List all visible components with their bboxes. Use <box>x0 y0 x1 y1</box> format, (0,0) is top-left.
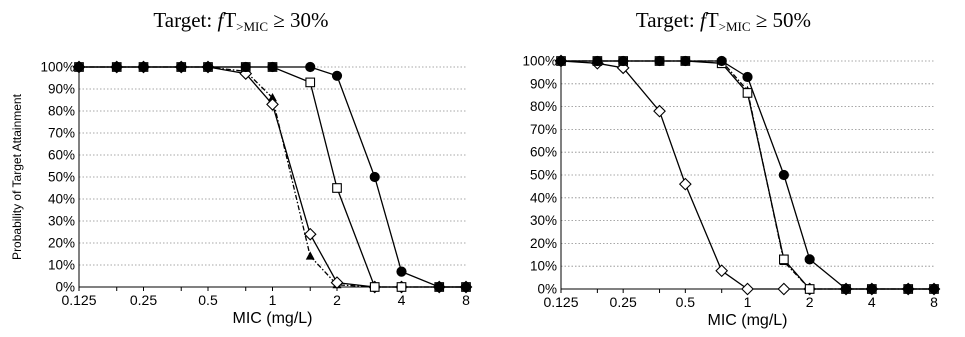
chart-left: Target: fT>MIC ≥ 30% 0% 10% 20% 30% 40% 50% 60… <box>0 0 482 337</box>
circle-marker <box>73 61 85 73</box>
y-tick-label: 60% <box>48 148 75 163</box>
y-tick-label: 0% <box>55 280 75 295</box>
circle-marker <box>460 281 472 293</box>
chart-title: Target: fT>MIC ≥ 30% <box>153 8 329 34</box>
x-tick-label: 0.25 <box>610 294 637 310</box>
x-tick-label: 2 <box>333 292 341 308</box>
y-tick-label: 50% <box>530 168 557 183</box>
y-tick-label: 100% <box>40 60 75 75</box>
square-marker <box>742 88 753 98</box>
circle-marker <box>592 55 603 67</box>
circle-marker <box>804 254 815 265</box>
circle-marker <box>840 283 852 295</box>
circle-marker <box>928 283 940 295</box>
circle-marker <box>267 61 278 73</box>
circle-marker <box>742 71 753 83</box>
x-tick-label: 0.5 <box>198 292 218 308</box>
x-tick-label: 4 <box>398 292 406 308</box>
circle-marker <box>866 283 877 295</box>
y-axis-label: Probability of Target Attainment <box>9 94 24 260</box>
square-marker <box>804 284 815 294</box>
x-tick-label: 0.5 <box>676 294 696 310</box>
circle-marker <box>778 169 789 181</box>
diamond-marker <box>266 98 279 111</box>
x-tick-label: 8 <box>930 294 938 310</box>
y-tick-label: 10% <box>48 258 75 273</box>
chart-right: Target: fT>MIC ≥ 50% 0% 10% 20% 30% 40% 50% 60… <box>482 0 965 337</box>
circle-marker <box>680 55 691 67</box>
y-tick-label: 80% <box>48 104 75 119</box>
x-tick-label: 0.125 <box>543 294 578 310</box>
x-axis-label: MIC (mg/L) <box>707 312 788 329</box>
diamond-marker <box>715 264 729 278</box>
y-tick-label: 70% <box>530 122 557 137</box>
y-tick-label: 70% <box>48 126 75 141</box>
y-tick-label: 40% <box>530 190 557 205</box>
circle-marker <box>176 61 187 73</box>
x-tick-label: 2 <box>806 294 814 310</box>
square-marker <box>779 254 789 265</box>
circle-marker <box>903 283 914 295</box>
diamond-marker <box>330 276 344 289</box>
x-tick-label: 0.25 <box>130 292 157 308</box>
square-marker <box>369 282 380 292</box>
diamond-marker <box>303 227 317 241</box>
diamond-marker <box>777 282 791 296</box>
x-tick-label: 0.125 <box>61 292 96 308</box>
diamond-marker <box>653 104 666 118</box>
chart-title: Target: fT>MIC ≥ 50% <box>635 8 812 34</box>
y-tick-label: 20% <box>530 236 557 251</box>
y-tick-label: 50% <box>48 170 75 185</box>
y-tick-label: 90% <box>48 82 75 97</box>
y-tick-label: 20% <box>48 236 75 251</box>
square-marker <box>332 183 342 193</box>
y-tick-label: 30% <box>48 214 75 229</box>
circle-marker <box>716 55 727 67</box>
square-marker <box>396 282 407 292</box>
x-tick-label: 1 <box>744 294 752 310</box>
y-tick-label: 10% <box>530 259 557 274</box>
square-marker <box>305 77 316 88</box>
y-tick-label: 0% <box>537 282 557 297</box>
circle-marker <box>305 61 316 73</box>
circle-marker <box>202 61 214 73</box>
diamond-marker <box>678 177 692 191</box>
circle-marker <box>555 55 567 67</box>
x-tick-label: 8 <box>462 292 470 308</box>
x-tick-label: 1 <box>269 292 277 308</box>
x-axis-label: MIC (mg/L) <box>232 310 313 327</box>
triangle-marker <box>305 251 315 260</box>
circle-marker <box>138 61 149 73</box>
circle-marker <box>111 61 122 73</box>
circle-marker <box>396 266 407 277</box>
y-tick-label: 60% <box>530 145 557 160</box>
y-tick-label: 100% <box>522 54 557 69</box>
y-tick-label: 80% <box>530 99 557 114</box>
y-tick-label: 90% <box>530 76 557 91</box>
diamond-marker <box>741 282 754 296</box>
circle-marker <box>654 55 665 67</box>
y-tick-label: 40% <box>48 192 75 207</box>
circle-marker <box>240 61 251 73</box>
plot-area: 0% 10% 20% 30% 40% 50% 60% 70% 80% 90% 100% 0.125 0.… <box>40 60 473 308</box>
circle-marker <box>434 281 445 293</box>
y-tick-label: 30% <box>530 213 557 228</box>
circle-marker <box>331 70 343 81</box>
x-tick-label: 4 <box>868 294 876 310</box>
circle-marker <box>369 171 380 183</box>
circle-marker <box>618 55 629 67</box>
plot-area: 0% 10% 20% 30% 40% 50% 60% 70% 80% 90% 100% 0.125 0.… <box>522 54 941 310</box>
